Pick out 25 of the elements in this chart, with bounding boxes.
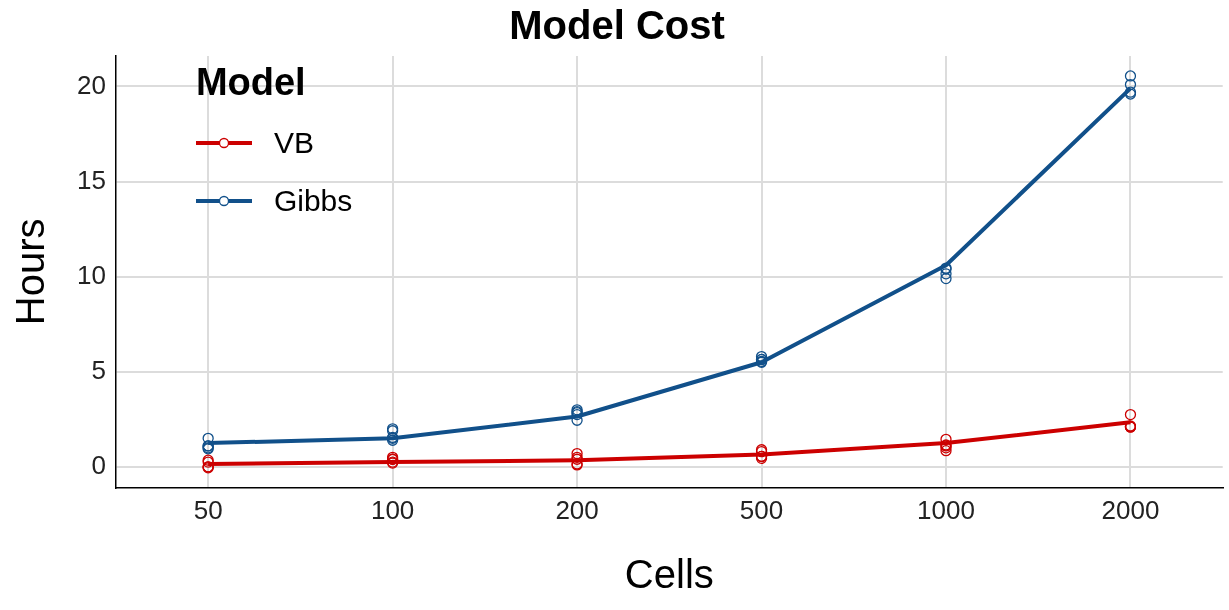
chart-title: Model Cost — [509, 3, 725, 48]
point — [1124, 408, 1137, 421]
legend-label: VB — [273, 126, 314, 160]
point — [940, 272, 952, 285]
x-tick-label: 1000 — [917, 494, 975, 525]
x-axis-title: Cells — [624, 552, 714, 597]
y-tick-label: 10 — [77, 259, 106, 290]
point — [571, 414, 583, 426]
x-tick-label: 50 — [193, 494, 223, 525]
x-tick-label: 500 — [739, 494, 784, 525]
point — [202, 432, 214, 444]
y-tick-label: 15 — [77, 164, 106, 195]
x-tick-label: 2000 — [1101, 494, 1160, 525]
y-axis-title: Hours — [8, 218, 53, 326]
y-tick-label: 20 — [77, 69, 106, 100]
point — [940, 268, 952, 280]
x-tick-label: 100 — [370, 494, 415, 525]
x-tick-label: 200 — [555, 494, 599, 525]
legend-title: Model — [195, 61, 307, 104]
y-tick-label: 5 — [91, 354, 106, 385]
legend-label: Gibbs — [273, 184, 353, 218]
point — [1124, 78, 1137, 91]
point — [1124, 70, 1137, 82]
y-tick-label: 0 — [91, 450, 106, 481]
point — [571, 447, 583, 460]
